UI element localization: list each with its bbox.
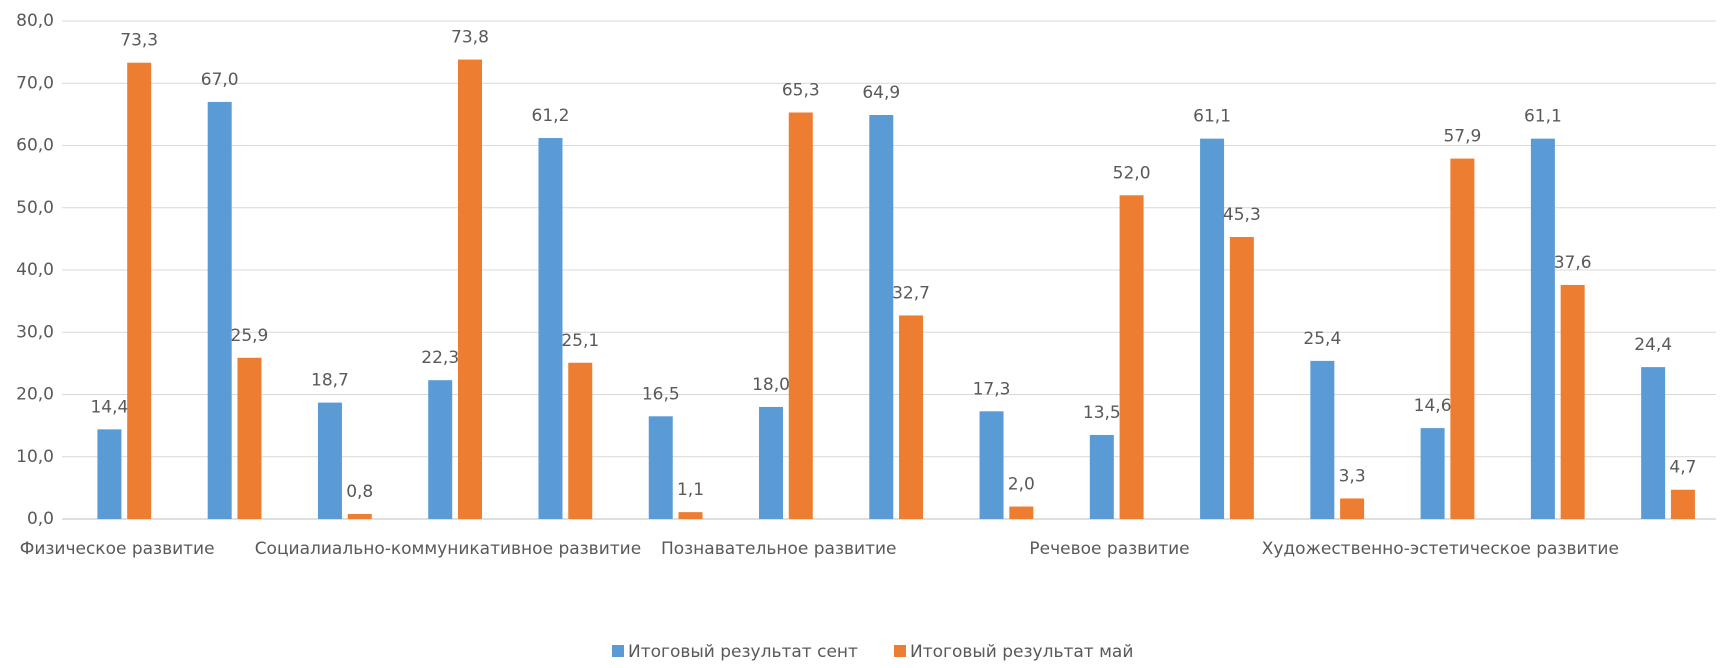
y-tick-label: 60,0 <box>16 136 54 156</box>
value-label: 37,6 <box>1554 253 1592 273</box>
value-label: 73,8 <box>451 28 489 48</box>
value-label: 14,4 <box>90 397 128 417</box>
bar <box>1229 237 1254 519</box>
bar <box>1340 498 1365 519</box>
value-label: 25,9 <box>231 326 269 346</box>
bar <box>1310 360 1335 519</box>
value-label: 22,3 <box>421 348 459 368</box>
bar <box>1670 489 1695 519</box>
bar <box>788 112 813 519</box>
bar <box>648 416 673 519</box>
bar <box>869 114 894 519</box>
value-label: 14,6 <box>1414 396 1452 416</box>
legend-label: Итоговый результат май <box>910 642 1133 662</box>
value-label: 24,4 <box>1634 335 1672 355</box>
legend-swatch <box>612 645 624 657</box>
value-label: 18,0 <box>752 375 790 395</box>
bar <box>207 101 232 520</box>
bar <box>1450 158 1475 519</box>
value-label: 13,5 <box>1083 403 1121 423</box>
value-label: 17,3 <box>973 379 1011 399</box>
bar <box>1420 428 1445 519</box>
y-tick-label: 10,0 <box>16 447 54 467</box>
y-tick-label: 0,0 <box>27 509 54 529</box>
bar <box>457 59 482 519</box>
value-label: 25,4 <box>1303 329 1341 349</box>
value-label: 67,0 <box>201 70 239 90</box>
value-label: 61,1 <box>1524 107 1562 127</box>
value-label: 1,1 <box>677 480 704 500</box>
bar <box>1089 434 1114 519</box>
legend-swatch <box>894 645 906 657</box>
value-label: 45,3 <box>1223 205 1261 225</box>
y-tick-label: 50,0 <box>16 198 54 218</box>
y-tick-label: 80,0 <box>16 11 54 31</box>
bar <box>759 406 784 519</box>
value-label: 25,1 <box>561 331 599 351</box>
x-tick-label: Социалиально-коммуникативное развитие <box>255 539 641 559</box>
value-label: 0,8 <box>346 482 373 502</box>
x-tick-label: Художественно-эстетическое развитие <box>1262 539 1619 559</box>
bar <box>97 429 122 519</box>
x-tick-label: Речевое развитие <box>1029 539 1189 559</box>
value-label: 61,1 <box>1193 107 1231 127</box>
y-tick-label: 70,0 <box>16 73 54 93</box>
bar <box>1641 367 1666 519</box>
bar <box>1560 284 1585 519</box>
value-label: 18,7 <box>311 371 349 391</box>
value-label: 57,9 <box>1443 127 1481 147</box>
value-label: 52,0 <box>1113 163 1151 183</box>
y-tick-label: 20,0 <box>16 385 54 405</box>
legend-label: Итоговый результат сент <box>628 642 858 662</box>
value-label: 3,3 <box>1339 466 1366 486</box>
bar <box>1530 138 1555 519</box>
bar <box>568 362 593 519</box>
value-label: 32,7 <box>892 283 930 303</box>
bar <box>127 62 152 520</box>
bar <box>428 380 453 519</box>
bar <box>347 514 372 519</box>
bar <box>1009 506 1034 519</box>
bar <box>1119 195 1144 520</box>
bar <box>899 315 924 519</box>
bar <box>678 512 703 519</box>
bar <box>317 402 342 519</box>
value-label: 16,5 <box>642 384 680 404</box>
value-label: 61,2 <box>532 106 570 126</box>
value-label: 2,0 <box>1008 475 1035 495</box>
x-tick-label: Познавательное развитие <box>661 539 897 559</box>
bar <box>979 411 1004 519</box>
bar <box>538 138 563 519</box>
value-label: 65,3 <box>782 81 820 101</box>
y-tick-label: 40,0 <box>16 260 54 280</box>
y-tick-label: 30,0 <box>16 322 54 342</box>
value-label: 73,3 <box>120 31 158 51</box>
value-label: 64,9 <box>862 83 900 103</box>
value-label: 4,7 <box>1669 458 1696 478</box>
x-tick-label: Физическое развитие <box>20 539 215 559</box>
bar <box>237 357 262 519</box>
bar <box>1200 138 1225 519</box>
